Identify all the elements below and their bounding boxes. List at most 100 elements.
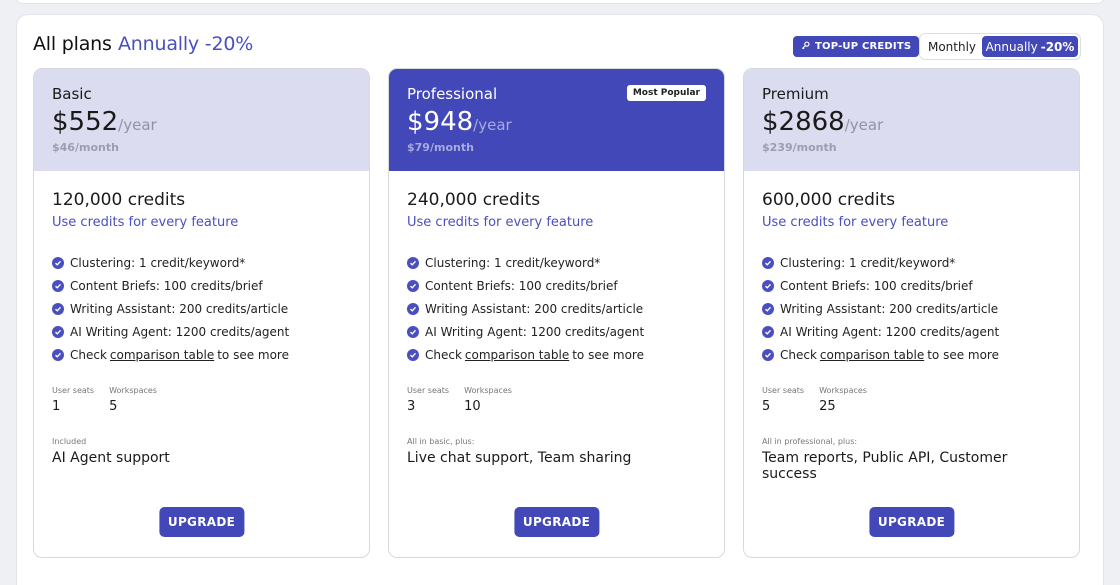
annual-option[interactable]: Annually -20% <box>982 36 1078 57</box>
workspaces-stat: Workspaces 5 <box>109 386 157 414</box>
price-period: /year <box>844 116 884 134</box>
workspaces-stat: Workspaces 10 <box>464 386 512 414</box>
credits-subtitle: Use credits for every feature <box>762 215 949 230</box>
included-label: All in professional, plus: <box>762 436 858 446</box>
compare-post: to see more <box>217 348 289 363</box>
workspaces-stat: Workspaces 25 <box>819 386 867 414</box>
plan-card-basic: Basic $552/year $46/month 120,000 credit… <box>33 68 370 558</box>
plan-price: $552 <box>52 107 119 137</box>
feature-item: Clustering: 1 credit/keyword* <box>407 251 706 274</box>
plan-credits: 240,000 credits <box>407 190 541 210</box>
billing-discount-title: Annually -20% <box>118 33 254 55</box>
feature-item-compare: Check comparison table to see more <box>407 344 706 367</box>
feature-text: Clustering: 1 credit/keyword* <box>780 255 956 270</box>
check-circle-icon <box>52 326 64 339</box>
check-circle-icon <box>52 256 64 269</box>
workspaces-label: Workspaces <box>109 385 157 395</box>
key-icon <box>801 40 810 53</box>
comparison-table-link[interactable]: comparison table <box>464 348 570 363</box>
credits-subtitle: Use credits for every feature <box>407 215 594 230</box>
feature-item: Content Briefs: 100 credits/brief <box>407 274 706 297</box>
feature-text: Content Briefs: 100 credits/brief <box>70 278 263 293</box>
comparison-table-link[interactable]: comparison table <box>109 348 215 363</box>
page-title: All plans <box>33 33 112 55</box>
feature-item: Writing Assistant: 200 credits/article <box>762 297 1061 320</box>
feature-text: Writing Assistant: 200 credits/article <box>425 301 644 316</box>
user-seats-value: 1 <box>52 398 61 414</box>
check-circle-icon <box>762 302 774 315</box>
plan-card-premium: Premium $2868/year $239/month 600,000 cr… <box>743 68 1080 558</box>
feature-item: AI Writing Agent: 1200 credits/agent <box>407 321 706 344</box>
check-circle-icon <box>407 326 419 339</box>
included-value: Live chat support, Team sharing <box>407 449 632 466</box>
included-value: AI Agent support <box>52 449 170 466</box>
upgrade-button[interactable]: UPGRADE <box>158 507 245 537</box>
check-circle-icon <box>762 326 774 339</box>
previous-section-edge <box>16 0 1104 4</box>
credits-subtitle: Use credits for every feature <box>52 215 239 230</box>
check-circle-icon <box>762 349 774 362</box>
user-seats-value: 5 <box>762 398 771 414</box>
upgrade-button[interactable]: UPGRADE <box>868 507 955 537</box>
feature-list: Clustering: 1 credit/keyword* Content Br… <box>762 251 1061 367</box>
check-circle-icon <box>407 302 419 315</box>
feature-text: Content Briefs: 100 credits/brief <box>425 278 618 293</box>
price-row: $948/year <box>407 107 724 137</box>
price-period: /year <box>118 116 157 134</box>
feature-text: Content Briefs: 100 credits/brief <box>780 278 973 293</box>
plan-stats: User seats 3 Workspaces 10 <box>407 386 706 414</box>
plan-price: $2868 <box>762 107 845 137</box>
comparison-table-link[interactable]: comparison table <box>819 348 925 363</box>
plan-card-header: Basic $552/year $46/month <box>34 69 369 171</box>
plan-card-body: 600,000 credits Use credits for every fe… <box>744 171 1079 557</box>
compare-pre: Check <box>425 348 462 363</box>
feature-text: Writing Assistant: 200 credits/article <box>70 301 289 316</box>
user-seats-stat: User seats 3 <box>407 386 449 414</box>
user-seats-stat: User seats 5 <box>762 386 804 414</box>
feature-item: AI Writing Agent: 1200 credits/agent <box>52 321 351 344</box>
feature-list: Clustering: 1 credit/keyword* Content Br… <box>52 251 351 367</box>
check-circle-icon <box>407 279 419 292</box>
compare-pre: Check <box>780 348 817 363</box>
check-circle-icon <box>762 279 774 292</box>
user-seats-value: 3 <box>407 398 416 414</box>
plans-header: All plans Annually -20% TOP-UP CREDITS M… <box>33 33 1093 60</box>
feature-item-compare: Check comparison table to see more <box>762 344 1061 367</box>
feature-text: AI Writing Agent: 1200 credits/agent <box>425 325 645 340</box>
plan-credits: 120,000 credits <box>52 190 186 210</box>
check-circle-icon <box>407 256 419 269</box>
plan-name: Premium <box>762 85 829 103</box>
user-seats-label: User seats <box>52 385 95 395</box>
user-seats-label: User seats <box>762 385 805 395</box>
included-value: Team reports, Public API, Customer succe… <box>762 449 1008 482</box>
workspaces-label: Workspaces <box>819 385 867 395</box>
plan-card-body: 120,000 credits Use credits for every fe… <box>34 171 369 557</box>
included-label: All in basic, plus: <box>407 436 475 446</box>
feature-item: Writing Assistant: 200 credits/article <box>52 297 351 320</box>
most-popular-badge: Most Popular <box>626 85 706 101</box>
top-up-credits-button[interactable]: TOP-UP CREDITS <box>793 36 920 57</box>
plan-card-professional: Professional Most Popular $948/year $79/… <box>388 68 725 558</box>
user-seats-stat: User seats 1 <box>52 386 94 414</box>
price-row: $552/year <box>52 107 369 137</box>
check-circle-icon <box>52 279 64 292</box>
feature-text: Writing Assistant: 200 credits/article <box>780 301 999 316</box>
included-label: Included <box>52 436 87 446</box>
workspaces-value: 25 <box>819 398 836 414</box>
feature-item: Writing Assistant: 200 credits/article <box>407 297 706 320</box>
billing-period-toggle: Monthly Annually -20% <box>919 33 1081 60</box>
plan-card-body: 240,000 credits Use credits for every fe… <box>389 171 724 557</box>
workspaces-value: 5 <box>109 398 118 414</box>
feature-item: Clustering: 1 credit/keyword* <box>52 251 351 274</box>
plan-name: Basic <box>52 85 92 103</box>
check-circle-icon <box>407 349 419 362</box>
upgrade-button[interactable]: UPGRADE <box>513 507 600 537</box>
workspaces-label: Workspaces <box>464 385 512 395</box>
price-row: $2868/year <box>762 107 1079 137</box>
plan-price: $948 <box>407 107 474 137</box>
monthly-option[interactable]: Monthly <box>927 39 977 54</box>
feature-item: Clustering: 1 credit/keyword* <box>762 251 1061 274</box>
check-circle-icon <box>762 256 774 269</box>
compare-post: to see more <box>927 348 999 363</box>
plan-card-header: Professional Most Popular $948/year $79/… <box>389 69 724 171</box>
